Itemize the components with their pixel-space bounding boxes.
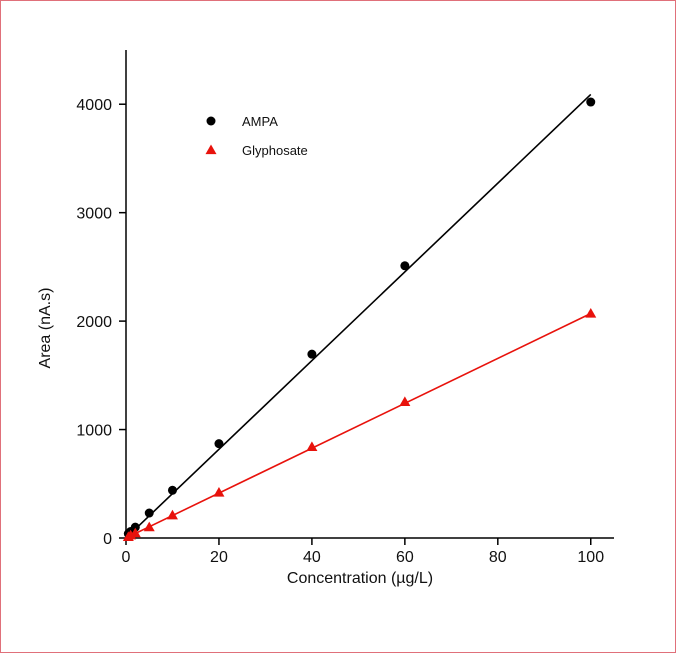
y-tick-label: 4000 <box>76 97 112 114</box>
x-tick-label: 20 <box>210 549 228 566</box>
x-tick-label: 60 <box>396 549 414 566</box>
glyphosate-point <box>143 521 155 532</box>
ampa-point <box>214 439 224 449</box>
glyphosate-point <box>399 396 411 407</box>
glyphosate-point <box>213 486 225 497</box>
fit-lines <box>125 93 592 539</box>
x-axis-label: Concentration (µg/L) <box>287 570 433 587</box>
data-points <box>122 97 597 542</box>
ampa-point <box>307 349 317 359</box>
x-tick-label: 0 <box>122 549 131 566</box>
x-tick-label: 80 <box>489 549 507 566</box>
ampa-legend-label: AMPA <box>242 114 278 129</box>
y-tick-label: 1000 <box>76 423 112 440</box>
ampa-legend-marker <box>206 116 216 126</box>
y-axis-label: Area (nA.s) <box>37 288 54 369</box>
x-tick-label: 100 <box>577 549 604 566</box>
glyphosate-point <box>166 509 178 520</box>
glyphosate-fit-line <box>125 312 592 539</box>
glyphosate-point <box>306 441 318 452</box>
ampa-point <box>586 97 596 107</box>
ampa-point <box>167 485 177 495</box>
y-tick-label: 3000 <box>76 206 112 223</box>
ampa-point <box>130 522 140 532</box>
legend: AMPA Glyphosate <box>205 114 308 158</box>
ampa-point <box>400 261 410 271</box>
glyphosate-legend-marker <box>205 144 217 155</box>
glyphosate-point <box>129 527 141 538</box>
glyphosate-point <box>585 308 597 318</box>
y-tick-label: 2000 <box>76 314 112 331</box>
y-tick-label: 0 <box>103 531 112 548</box>
glyphosate-legend-label: Glyphosate <box>242 143 308 158</box>
ampa-point <box>144 508 154 518</box>
ampa-fit-line <box>125 93 592 539</box>
x-tick-label: 40 <box>303 549 321 566</box>
